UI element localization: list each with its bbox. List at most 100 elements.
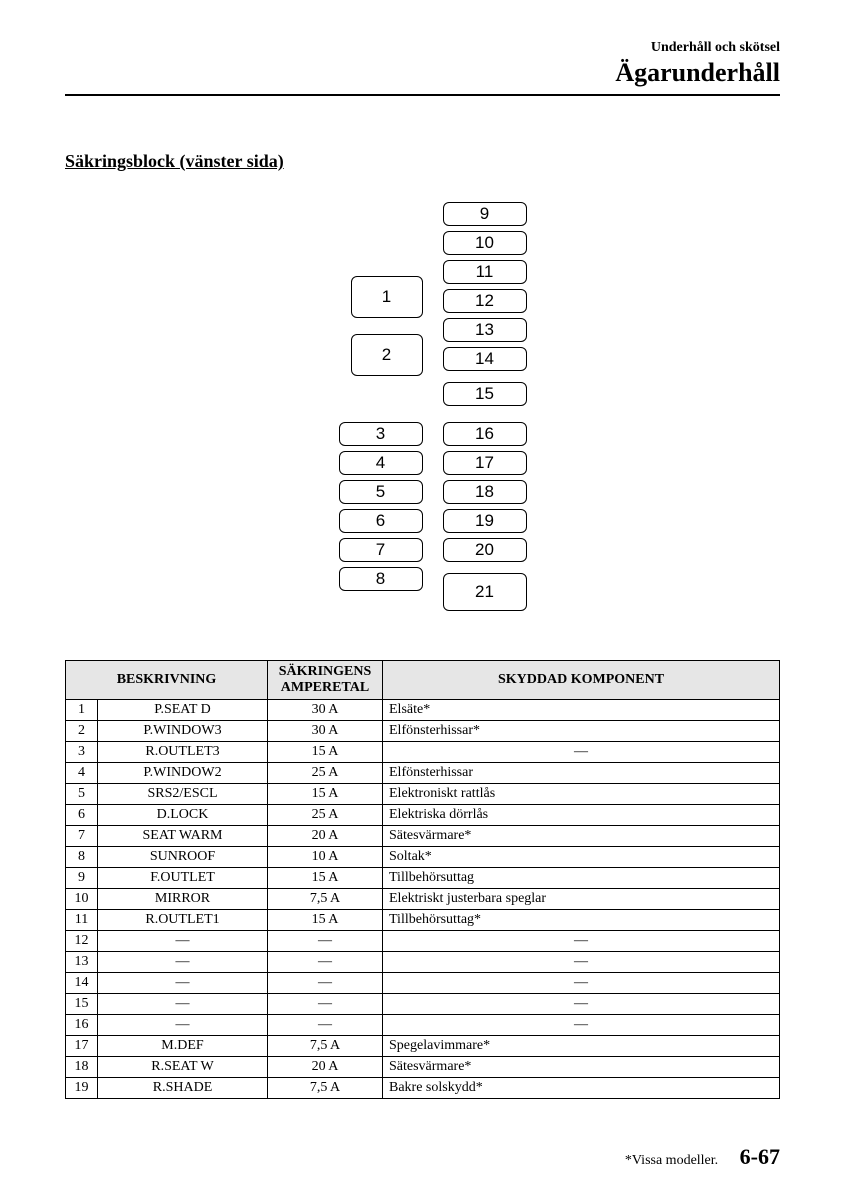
fuse-slot-18: 18 bbox=[443, 480, 527, 504]
fuse-slot-21: 21 bbox=[443, 573, 527, 611]
fuse-table-head: BESKRIVNING SÄKRINGENS AMPERETAL SKYDDAD… bbox=[66, 661, 780, 700]
table-row: 2P.WINDOW330 AElfönsterhissar* bbox=[66, 721, 780, 742]
table-row: 10MIRROR7,5 AElektriskt justerbara spegl… bbox=[66, 889, 780, 910]
cell-num: 16 bbox=[66, 1015, 98, 1036]
cell-num: 9 bbox=[66, 868, 98, 889]
cell-comp: ― bbox=[383, 931, 780, 952]
cell-amp: 10 A bbox=[268, 847, 383, 868]
cell-desc: ― bbox=[98, 1015, 268, 1036]
fuse-slot-17: 17 bbox=[443, 451, 527, 475]
th-amp: SÄKRINGENS AMPERETAL bbox=[268, 661, 383, 700]
cell-desc: ― bbox=[98, 931, 268, 952]
cell-desc: ― bbox=[98, 973, 268, 994]
cell-num: 12 bbox=[66, 931, 98, 952]
header-rule bbox=[65, 94, 780, 96]
cell-desc: R.OUTLET1 bbox=[98, 910, 268, 931]
fuse-slot-4: 4 bbox=[339, 451, 423, 475]
th-desc: BESKRIVNING bbox=[66, 661, 268, 700]
cell-num: 6 bbox=[66, 805, 98, 826]
cell-desc: SUNROOF bbox=[98, 847, 268, 868]
cell-amp: 7,5 A bbox=[268, 1078, 383, 1099]
cell-amp: 7,5 A bbox=[268, 889, 383, 910]
cell-amp: ― bbox=[268, 1015, 383, 1036]
cell-comp: Elektriska dörrlås bbox=[383, 805, 780, 826]
table-row: 18R.SEAT W20 ASätesvärmare* bbox=[66, 1057, 780, 1078]
fuse-slot-5: 5 bbox=[339, 480, 423, 504]
fuse-slot-12: 12 bbox=[443, 289, 527, 313]
fuse-diagram-wrap: 123456789101112131415161718192021 bbox=[65, 202, 780, 630]
table-row: 5SRS2/ESCL15 AElektroniskt rattlås bbox=[66, 784, 780, 805]
cell-num: 18 bbox=[66, 1057, 98, 1078]
cell-amp: 30 A bbox=[268, 700, 383, 721]
cell-amp: 30 A bbox=[268, 721, 383, 742]
cell-num: 7 bbox=[66, 826, 98, 847]
table-row: 19R.SHADE7,5 ABakre solskydd* bbox=[66, 1078, 780, 1099]
cell-amp: 15 A bbox=[268, 784, 383, 805]
cell-amp: ― bbox=[268, 994, 383, 1015]
footnote: *Vissa modeller. bbox=[625, 1153, 718, 1168]
fuse-slot-15: 15 bbox=[443, 382, 527, 406]
fuse-diagram: 123456789101112131415161718192021 bbox=[293, 202, 553, 630]
cell-desc: M.DEF bbox=[98, 1036, 268, 1057]
cell-comp: ― bbox=[383, 952, 780, 973]
cell-comp: Spegelavimmare* bbox=[383, 1036, 780, 1057]
table-row: 7SEAT WARM20 ASätesvärmare* bbox=[66, 826, 780, 847]
cell-comp: Elfönsterhissar* bbox=[383, 721, 780, 742]
cell-desc: SEAT WARM bbox=[98, 826, 268, 847]
cell-comp: ― bbox=[383, 973, 780, 994]
fuse-slot-6: 6 bbox=[339, 509, 423, 533]
cell-num: 8 bbox=[66, 847, 98, 868]
cell-num: 10 bbox=[66, 889, 98, 910]
cell-amp: 20 A bbox=[268, 826, 383, 847]
cell-comp: Tillbehörsuttag bbox=[383, 868, 780, 889]
cell-comp: Elfönsterhissar bbox=[383, 763, 780, 784]
fuse-table-body: 1P.SEAT D30 AElsäte*2P.WINDOW330 AElföns… bbox=[66, 700, 780, 1099]
cell-desc: R.SEAT W bbox=[98, 1057, 268, 1078]
fuse-table-header-row: BESKRIVNING SÄKRINGENS AMPERETAL SKYDDAD… bbox=[66, 661, 780, 700]
fuse-slot-16: 16 bbox=[443, 422, 527, 446]
table-row: 3R.OUTLET315 A― bbox=[66, 742, 780, 763]
table-row: 17M.DEF7,5 ASpegelavimmare* bbox=[66, 1036, 780, 1057]
cell-num: 2 bbox=[66, 721, 98, 742]
cell-amp: ― bbox=[268, 952, 383, 973]
table-row: 11R.OUTLET115 ATillbehörsuttag* bbox=[66, 910, 780, 931]
table-row: 16――― bbox=[66, 1015, 780, 1036]
fuse-slot-9: 9 bbox=[443, 202, 527, 226]
table-row: 1P.SEAT D30 AElsäte* bbox=[66, 700, 780, 721]
page-footer: *Vissa modeller. 6-67 bbox=[625, 1144, 780, 1170]
cell-num: 1 bbox=[66, 700, 98, 721]
cell-comp: ― bbox=[383, 1015, 780, 1036]
th-comp: SKYDDAD KOMPONENT bbox=[383, 661, 780, 700]
cell-desc: ― bbox=[98, 994, 268, 1015]
cell-num: 19 bbox=[66, 1078, 98, 1099]
cell-amp: 15 A bbox=[268, 910, 383, 931]
cell-desc: R.OUTLET3 bbox=[98, 742, 268, 763]
cell-comp: ― bbox=[383, 994, 780, 1015]
table-row: 15――― bbox=[66, 994, 780, 1015]
page: Underhåll och skötsel Ägarunderhåll Säkr… bbox=[0, 0, 845, 1200]
table-row: 13――― bbox=[66, 952, 780, 973]
cell-comp: Sätesvärmare* bbox=[383, 826, 780, 847]
fuse-slot-3: 3 bbox=[339, 422, 423, 446]
cell-desc: MIRROR bbox=[98, 889, 268, 910]
cell-amp: 25 A bbox=[268, 805, 383, 826]
table-row: 12――― bbox=[66, 931, 780, 952]
cell-num: 11 bbox=[66, 910, 98, 931]
header-chapter: Underhåll och skötsel bbox=[65, 40, 780, 56]
page-header: Underhåll och skötsel Ägarunderhåll bbox=[65, 40, 780, 88]
fuse-slot-19: 19 bbox=[443, 509, 527, 533]
cell-amp: 25 A bbox=[268, 763, 383, 784]
cell-desc: P.SEAT D bbox=[98, 700, 268, 721]
header-section: Ägarunderhåll bbox=[65, 58, 780, 88]
cell-desc: P.WINDOW3 bbox=[98, 721, 268, 742]
cell-comp: Sätesvärmare* bbox=[383, 1057, 780, 1078]
fuse-slot-14: 14 bbox=[443, 347, 527, 371]
cell-num: 4 bbox=[66, 763, 98, 784]
cell-num: 15 bbox=[66, 994, 98, 1015]
cell-num: 5 bbox=[66, 784, 98, 805]
cell-num: 14 bbox=[66, 973, 98, 994]
cell-amp: ― bbox=[268, 931, 383, 952]
cell-desc: SRS2/ESCL bbox=[98, 784, 268, 805]
table-row: 4P.WINDOW225 AElfönsterhissar bbox=[66, 763, 780, 784]
fuse-slot-13: 13 bbox=[443, 318, 527, 342]
